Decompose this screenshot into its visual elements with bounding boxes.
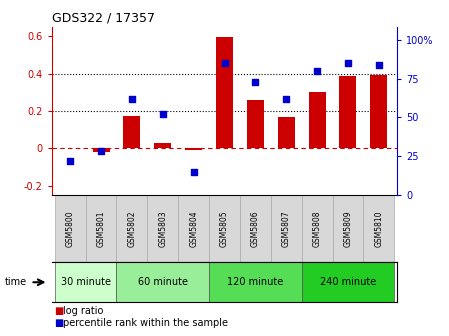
Point xyxy=(128,96,136,101)
Point xyxy=(159,112,166,117)
Bar xyxy=(240,195,271,262)
Point xyxy=(283,96,290,101)
Text: GSM5804: GSM5804 xyxy=(189,210,198,247)
Bar xyxy=(55,195,86,262)
Bar xyxy=(147,195,178,262)
Text: GSM5806: GSM5806 xyxy=(251,210,260,247)
Bar xyxy=(271,195,302,262)
Text: GSM5810: GSM5810 xyxy=(374,210,383,247)
Point xyxy=(97,149,105,154)
Text: ■: ■ xyxy=(54,318,63,328)
Bar xyxy=(209,195,240,262)
Bar xyxy=(308,92,326,148)
Bar xyxy=(370,75,387,148)
Point xyxy=(313,68,321,74)
Text: GSM5809: GSM5809 xyxy=(343,210,352,247)
Text: GSM5807: GSM5807 xyxy=(282,210,291,247)
Bar xyxy=(178,195,209,262)
Bar xyxy=(116,195,147,262)
Bar xyxy=(123,116,141,148)
Text: log ratio: log ratio xyxy=(63,306,103,316)
Text: 240 minute: 240 minute xyxy=(320,277,376,287)
Text: percentile rank within the sample: percentile rank within the sample xyxy=(63,318,228,328)
Point xyxy=(66,158,74,163)
Text: GSM5802: GSM5802 xyxy=(128,210,136,247)
Text: 60 minute: 60 minute xyxy=(138,277,188,287)
Bar xyxy=(185,148,202,150)
Text: 30 minute: 30 minute xyxy=(61,277,110,287)
Bar xyxy=(302,262,394,302)
Text: ■: ■ xyxy=(54,306,63,316)
Text: GSM5800: GSM5800 xyxy=(66,210,75,247)
Point xyxy=(375,62,383,67)
Bar xyxy=(92,148,110,152)
Text: GSM5808: GSM5808 xyxy=(313,210,321,247)
Bar xyxy=(363,195,394,262)
Text: 120 minute: 120 minute xyxy=(227,277,283,287)
Text: GDS322 / 17357: GDS322 / 17357 xyxy=(52,11,154,24)
Point xyxy=(252,79,259,84)
Bar xyxy=(278,117,295,148)
Bar xyxy=(209,262,302,302)
Bar xyxy=(116,262,209,302)
Point xyxy=(221,60,228,66)
Point xyxy=(190,169,197,174)
Bar xyxy=(339,76,357,148)
Bar xyxy=(247,100,264,148)
Bar xyxy=(86,195,116,262)
Point xyxy=(344,60,352,66)
Text: GSM5805: GSM5805 xyxy=(220,210,229,247)
Text: GSM5801: GSM5801 xyxy=(97,210,106,247)
Bar xyxy=(302,195,333,262)
Bar xyxy=(154,142,171,148)
Bar xyxy=(333,195,363,262)
Bar xyxy=(55,262,116,302)
Text: time: time xyxy=(4,277,26,287)
Text: GSM5803: GSM5803 xyxy=(158,210,167,247)
Bar xyxy=(216,37,233,148)
